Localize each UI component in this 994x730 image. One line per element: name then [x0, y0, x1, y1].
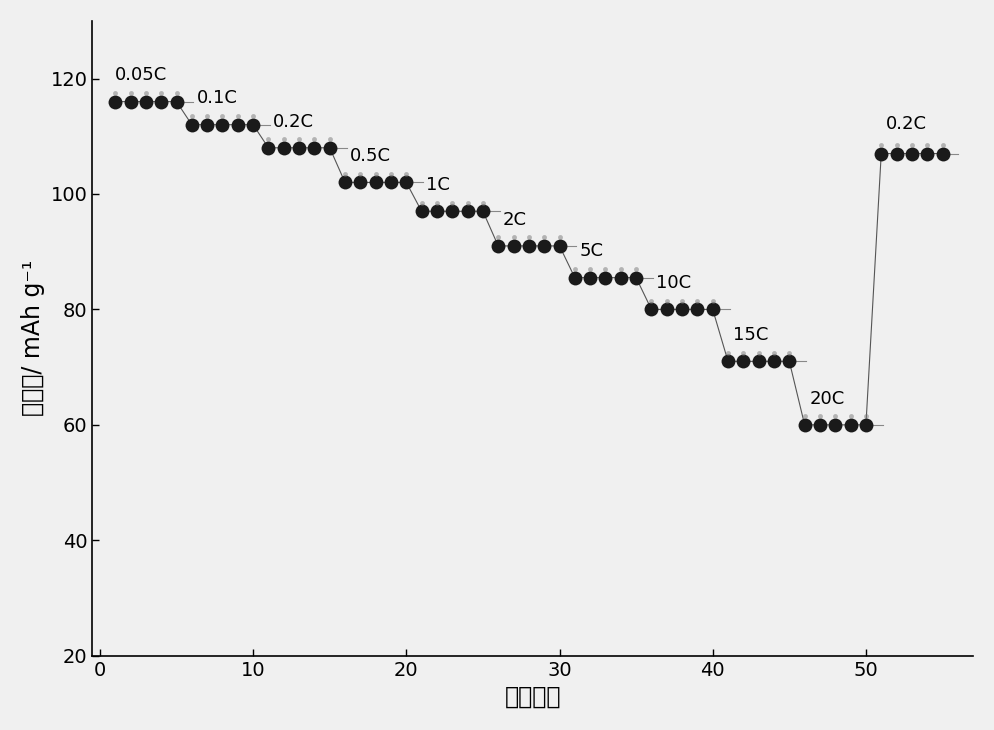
Text: 2C: 2C	[503, 211, 527, 228]
Text: 0.2C: 0.2C	[886, 115, 926, 134]
Text: 0.2C: 0.2C	[273, 112, 314, 131]
Text: 0.05C: 0.05C	[115, 66, 167, 85]
X-axis label: 循环圈数: 循环圈数	[505, 685, 561, 709]
Text: 1C: 1C	[426, 176, 450, 194]
Text: 20C: 20C	[809, 390, 845, 407]
Text: 15C: 15C	[733, 326, 768, 344]
Y-axis label: 比容量/ mAh g⁻¹: 比容量/ mAh g⁻¹	[21, 260, 45, 416]
Text: 0.1C: 0.1C	[197, 89, 238, 107]
Text: 10C: 10C	[656, 274, 691, 292]
Text: 5C: 5C	[580, 242, 603, 261]
Text: 0.5C: 0.5C	[350, 147, 391, 165]
